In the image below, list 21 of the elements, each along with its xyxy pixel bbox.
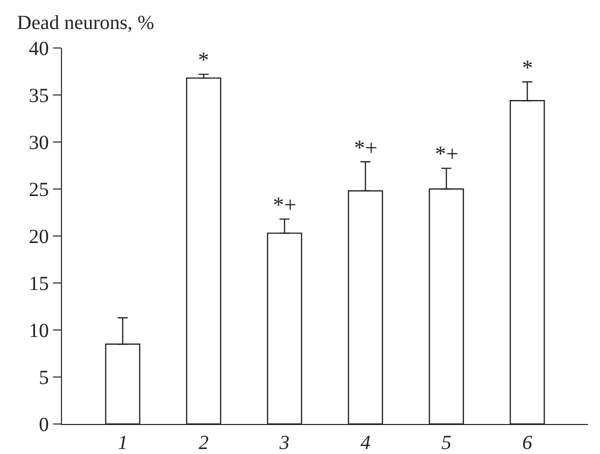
annotation: *+	[273, 192, 296, 217]
x-tick-label: 1	[118, 432, 128, 454]
y-tick-label: 20	[28, 226, 49, 248]
y-tick-label: 25	[28, 179, 49, 201]
y-tick-label: 10	[28, 320, 49, 342]
y-tick-label: 5	[38, 367, 49, 389]
y-tick-label: 40	[28, 38, 49, 60]
y-axis-title: Dead neurons, %	[17, 12, 154, 34]
annotation: *	[522, 55, 533, 80]
x-tick-label: 4	[360, 432, 370, 454]
x-tick-label: 3	[278, 432, 290, 454]
x-tick-label: 2	[198, 432, 209, 454]
annotation: *+	[354, 135, 378, 160]
y-tick-label: 0	[38, 414, 49, 436]
x-tick-label: 6	[522, 432, 532, 454]
annotation: *	[198, 47, 209, 72]
y-tick-label: 15	[28, 273, 49, 295]
x-tick-label: 5	[441, 432, 452, 454]
y-tick-label: 30	[28, 132, 49, 154]
y-tick-label: 35	[28, 85, 49, 107]
annotation: *+	[435, 141, 458, 166]
